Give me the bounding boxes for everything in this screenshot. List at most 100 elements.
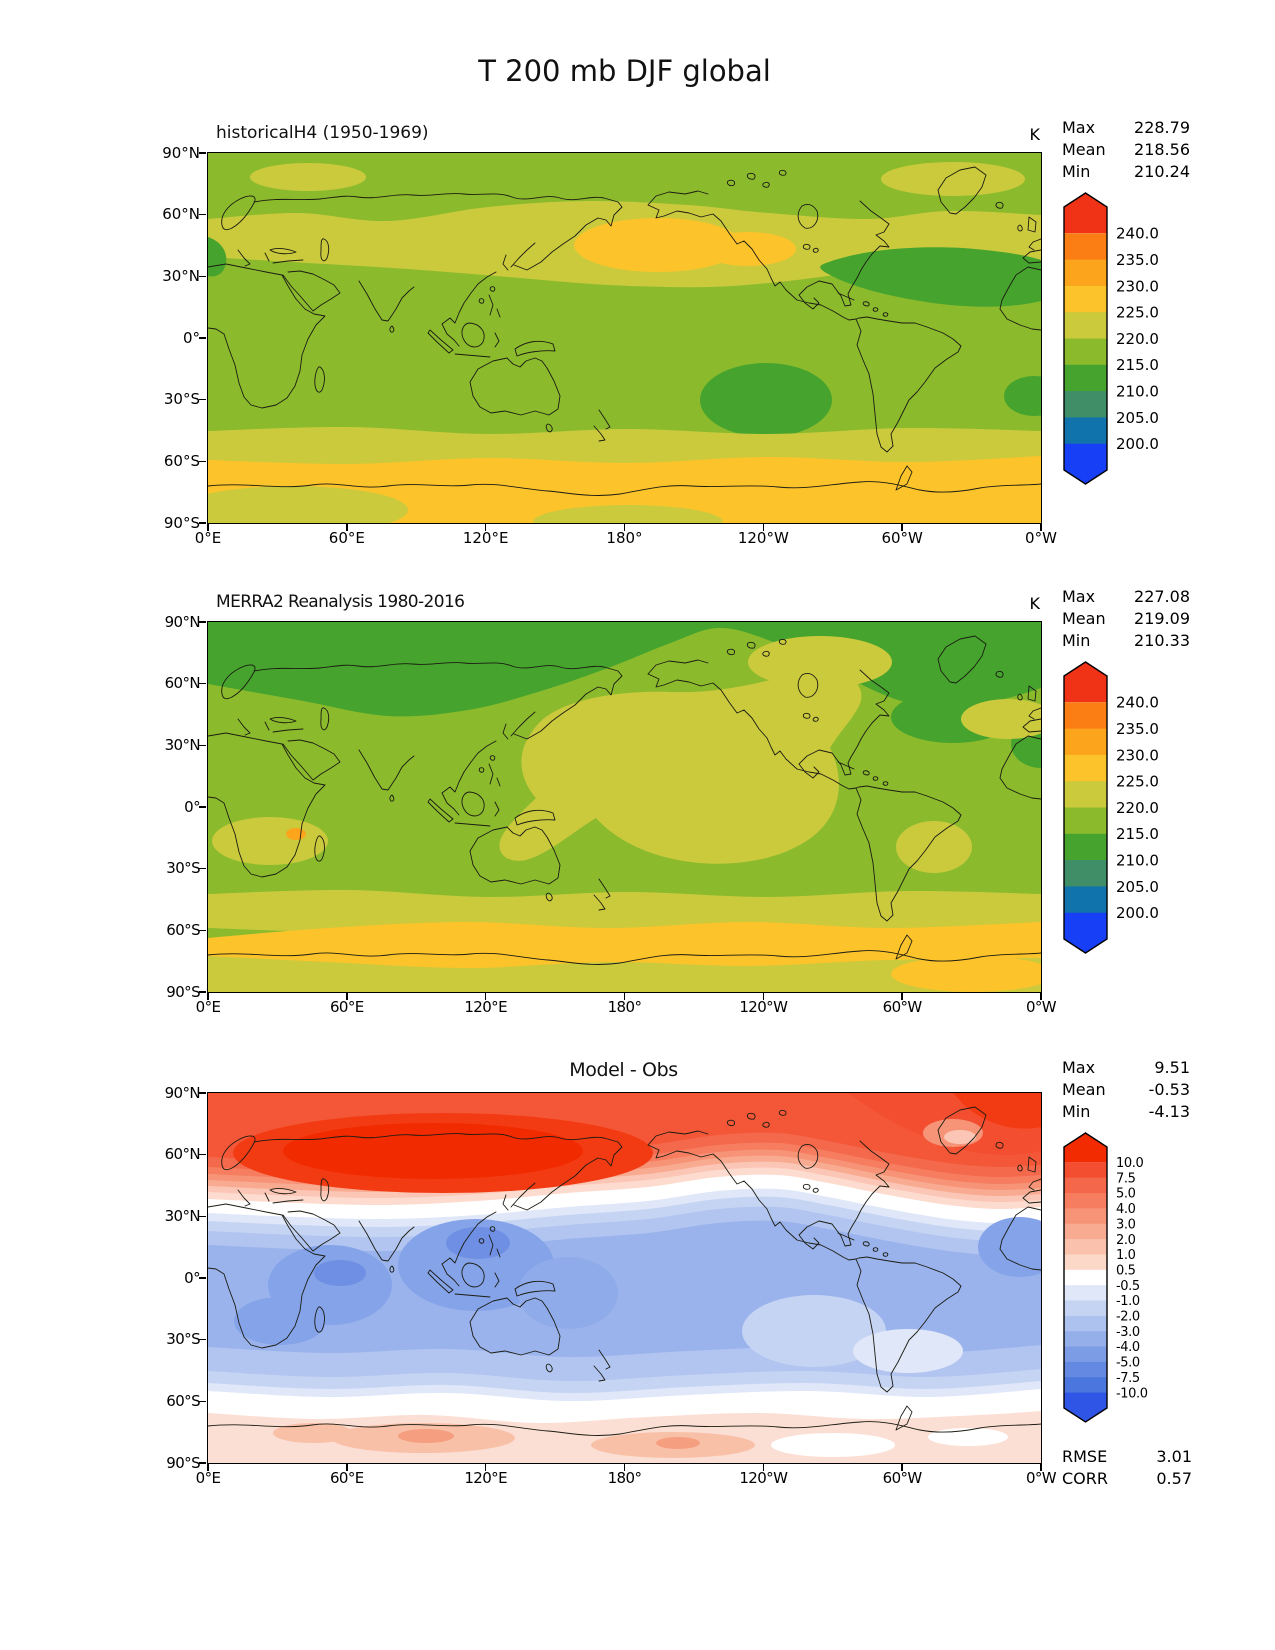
x-tick-label: 120°W	[739, 998, 788, 1016]
y-tick-mark	[199, 991, 206, 993]
colorbar-tick-label: 4.0	[1116, 1202, 1136, 1217]
colorbar-tick-label: 2.0	[1116, 1233, 1136, 1248]
stats-block: Max 9.51 Mean -0.53 Min -4.13	[1062, 1057, 1190, 1123]
stat-value: 219.09	[1134, 609, 1190, 628]
contour-map-obs	[207, 621, 1041, 992]
x-tick-mark	[346, 524, 348, 531]
x-tick-mark	[623, 1464, 626, 1471]
metric-row: RMSE 3.01	[1062, 1446, 1192, 1468]
stat-label: Min	[1062, 631, 1091, 650]
stat-row: Mean -0.53	[1062, 1079, 1190, 1101]
x-tick-label: 60°W	[882, 1469, 923, 1487]
x-tick-mark	[623, 993, 626, 1000]
x-tick-label: 0°W	[1025, 529, 1057, 547]
stat-value: 9.51	[1154, 1058, 1190, 1077]
stats-block: Max 227.08 Mean 219.09 Min 210.33	[1062, 586, 1190, 652]
figure-title: T 200 mb DJF global	[478, 54, 771, 88]
y-tick-label: 60°N	[164, 674, 201, 693]
y-tick-label: 90°N	[162, 143, 200, 162]
y-tick-mark	[199, 621, 206, 623]
x-tick-label: 60°E	[328, 529, 365, 547]
x-tick-mark	[346, 993, 348, 1000]
colorbar-tick-label: -5.0	[1116, 1356, 1140, 1371]
y-tick-mark	[199, 1338, 206, 1341]
stats-block: Max 228.79 Mean 218.56 Min 210.24	[1062, 117, 1190, 183]
metric-value: 3.01	[1156, 1447, 1192, 1466]
y-tick-mark	[199, 1277, 206, 1279]
x-tick-label: 0°W	[1025, 998, 1057, 1016]
y-tick-label: 30°S	[166, 859, 200, 878]
y-tick-mark	[199, 337, 206, 339]
y-tick-mark	[199, 1400, 206, 1403]
colorbar-tick-label: 215.0	[1116, 356, 1159, 374]
colorbar-tick-label: 1.0	[1116, 1248, 1136, 1263]
colorbar-tick-label: 210.0	[1116, 383, 1159, 401]
y-tick-label: 30°N	[164, 1206, 201, 1225]
colorbar-tick-label: -10.0	[1116, 1386, 1148, 1401]
stat-row: Min 210.33	[1062, 630, 1190, 652]
y-tick-mark	[199, 275, 206, 278]
x-tick-label: 0°E	[194, 529, 222, 547]
panel-title: historicalH4 (1950-1969)	[216, 123, 429, 143]
y-tick-label: 60°S	[166, 1391, 200, 1410]
y-tick-mark	[199, 398, 206, 401]
colorbar-tick-label: 235.0	[1116, 720, 1159, 738]
y-tick-mark	[199, 1462, 206, 1464]
x-tick-label: 60°W	[882, 998, 923, 1016]
x-tick-mark	[901, 524, 903, 531]
map-diff	[206, 1091, 1042, 1464]
colorbar-tick-label: 225.0	[1116, 304, 1159, 322]
colorbar-tick-label: 230.0	[1116, 277, 1159, 295]
x-tick-mark	[1040, 524, 1042, 531]
y-tick-label: 90°N	[164, 612, 201, 631]
metrics-block: RMSE 3.01 CORR 0.57	[1062, 1446, 1192, 1490]
x-tick-mark	[762, 524, 765, 531]
colorbar-tick-label: 230.0	[1116, 746, 1159, 764]
stat-row: Max 227.08	[1062, 586, 1190, 608]
x-tick-label: 0°W	[1025, 1469, 1057, 1487]
x-tick-mark	[623, 524, 626, 531]
stat-label: Max	[1062, 587, 1096, 606]
x-tick-mark	[484, 524, 487, 531]
colorbar-tick-label: 200.0	[1116, 435, 1159, 453]
y-tick-label: 90°N	[164, 1083, 201, 1102]
x-tick-label: 120°E	[464, 998, 507, 1016]
y-tick-mark	[199, 152, 206, 154]
contour-map-model	[207, 152, 1041, 523]
colorbar-tick-label: 10.0	[1116, 1156, 1143, 1171]
colorbar-tick-label: -2.0	[1116, 1310, 1140, 1325]
x-tick-label: 120°W	[739, 1469, 788, 1487]
panel-diff: Model - Obs Max 9.51 Mean -0.53 Min -4.13 90°…	[0, 1053, 1275, 1533]
y-tick-label: 60°S	[166, 920, 200, 939]
x-tick-label: 60°E	[329, 998, 364, 1016]
x-tick-label: 180°	[607, 1469, 642, 1487]
colorbar-tick-label: -3.0	[1116, 1325, 1140, 1340]
y-tick-label: 60°S	[163, 451, 200, 470]
y-tick-mark	[199, 1215, 206, 1218]
map-model	[206, 151, 1042, 524]
y-tick-mark	[199, 929, 206, 932]
contour-map-diff	[207, 1092, 1041, 1463]
colorbar-tick-label: -7.5	[1116, 1371, 1140, 1386]
colorbar-tick-label: 240.0	[1116, 225, 1159, 243]
stat-value: 228.79	[1134, 118, 1190, 137]
colorbar-obs: 240.0 235.0 230.0 225.0 220.0 215.0 210.0 205.0…	[1063, 661, 1159, 954]
colorbar-model: 240.0 235.0 230.0 225.0 220.0 215.0 210.0 205.0…	[1063, 192, 1159, 485]
colorbar-tick-label: 210.0	[1116, 852, 1159, 870]
x-tick-label: 60°E	[329, 1469, 364, 1487]
x-tick-mark	[1040, 1464, 1042, 1471]
colorbar-tick-label: 240.0	[1116, 694, 1159, 712]
panel-obs: MERRA2 Reanalysis 1980-2016 K Max 227.08 M…	[0, 582, 1275, 1062]
y-tick-mark	[199, 1092, 206, 1094]
colorbar-tick-label: 225.0	[1116, 773, 1159, 791]
stat-value: -0.53	[1148, 1080, 1190, 1099]
x-tick-mark	[207, 524, 209, 531]
x-tick-mark	[762, 993, 765, 1000]
stat-value: 227.08	[1134, 587, 1190, 606]
colorbar-tick-label: 205.0	[1116, 878, 1159, 896]
x-tick-mark	[484, 1464, 487, 1471]
colorbar-tick-label: -4.0	[1116, 1340, 1140, 1355]
panel-title: MERRA2 Reanalysis 1980-2016	[216, 592, 465, 612]
colorbar-tick-label: 220.0	[1116, 330, 1159, 348]
